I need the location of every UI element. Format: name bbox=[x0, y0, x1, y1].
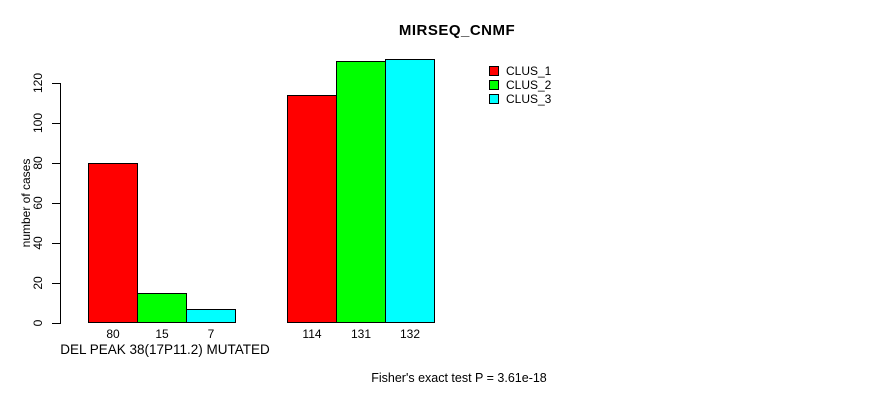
y-axis-line bbox=[60, 83, 61, 324]
bar-value-label: 15 bbox=[155, 327, 169, 341]
legend: CLUS_1 CLUS_2 CLUS_3 bbox=[489, 64, 551, 106]
x-axis-title: DEL PEAK 38(17P11.2) MUTATED bbox=[60, 342, 270, 357]
y-tick-mark bbox=[52, 323, 60, 324]
bar-clus_1-group1 bbox=[88, 163, 138, 323]
bar-value-label: 132 bbox=[399, 327, 421, 341]
bar-clus_2-group2 bbox=[336, 61, 386, 323]
legend-label: CLUS_1 bbox=[506, 64, 552, 78]
bar-value-label: 7 bbox=[207, 327, 215, 341]
legend-label: CLUS_2 bbox=[506, 78, 552, 92]
y-tick-mark bbox=[52, 243, 60, 244]
y-tick-label: 40 bbox=[31, 236, 45, 250]
bar-value-label: 114 bbox=[302, 327, 322, 341]
y-tick-label: 20 bbox=[31, 276, 45, 290]
legend-item-clus_3: CLUS_3 bbox=[489, 92, 551, 106]
y-tick-mark bbox=[52, 83, 60, 84]
chart-title: MIRSEQ_CNMF bbox=[398, 22, 516, 39]
y-tick-mark bbox=[52, 163, 60, 164]
legend-swatch-icon bbox=[489, 66, 499, 76]
legend-swatch-icon bbox=[489, 80, 499, 90]
y-tick-mark bbox=[52, 203, 60, 204]
bar-clus_3-group2 bbox=[385, 59, 435, 323]
y-tick-label: 100 bbox=[31, 112, 45, 134]
y-tick-label: 120 bbox=[31, 72, 45, 94]
annotation-text: Fisher's exact test P = 3.61e-18 bbox=[371, 371, 547, 385]
bar-clus_1-group2 bbox=[287, 95, 337, 323]
legend-item-clus_1: CLUS_1 bbox=[489, 64, 551, 78]
bar-value-label: 131 bbox=[350, 327, 372, 341]
y-tick-label: 0 bbox=[31, 319, 45, 327]
legend-label: CLUS_3 bbox=[506, 92, 552, 106]
bar-clus_2-group1 bbox=[137, 293, 187, 323]
y-tick-mark bbox=[52, 123, 60, 124]
legend-swatch-icon bbox=[489, 94, 499, 104]
bar-value-label: 80 bbox=[106, 327, 120, 341]
y-tick-label: 80 bbox=[31, 156, 45, 170]
y-tick-label: 60 bbox=[31, 196, 45, 210]
bar-clus_3-group1 bbox=[186, 309, 236, 323]
y-tick-mark bbox=[52, 283, 60, 284]
legend-item-clus_2: CLUS_2 bbox=[489, 78, 551, 92]
